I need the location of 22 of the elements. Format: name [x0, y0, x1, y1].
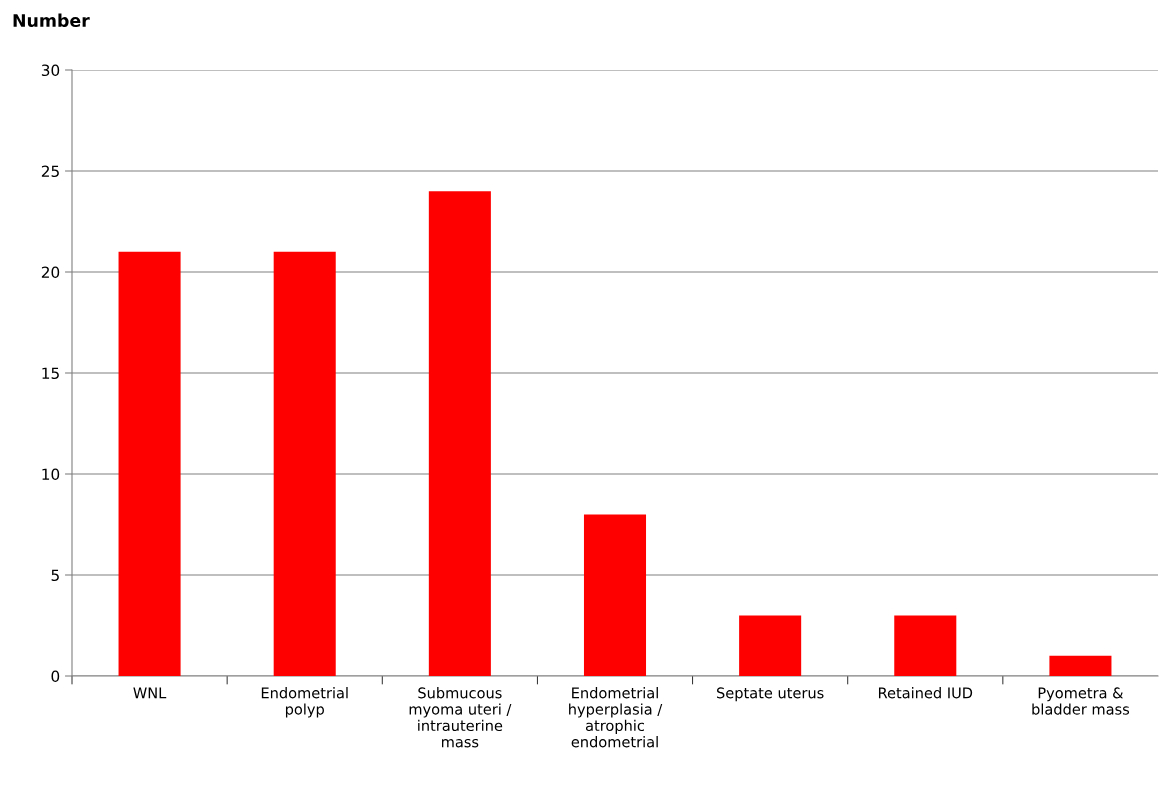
bar	[273, 251, 336, 676]
bar	[894, 615, 957, 676]
bar	[739, 615, 802, 676]
x-tick-label: Endometrial hyperplasia / atrophic endometrial	[569, 687, 663, 748]
y-tick-label: 30	[41, 64, 60, 77]
x-tick-label: Septate uterus	[716, 687, 824, 702]
y-tick-label: 20	[41, 266, 60, 279]
y-tick-label: 25	[41, 165, 59, 178]
x-tick-label: WNL	[133, 687, 167, 699]
x-tick-label: Endometrial polyp	[261, 687, 348, 718]
y-tick-label: 0	[51, 670, 60, 683]
bar	[428, 191, 491, 676]
bar	[583, 514, 647, 676]
bar	[1049, 655, 1112, 676]
y-tick-label: 5	[51, 569, 59, 582]
y-tick-label: 10	[42, 468, 60, 481]
y-axis-title: Number	[13, 13, 90, 28]
x-tick-label: Submucous myoma uteri / intrauterine mass	[409, 687, 512, 748]
bar	[118, 251, 181, 676]
y-tick-label: 15	[42, 367, 59, 380]
x-tick-label: Pyometra & bladder mass	[1032, 687, 1130, 715]
x-tick-label: Retained IUD	[878, 687, 973, 699]
